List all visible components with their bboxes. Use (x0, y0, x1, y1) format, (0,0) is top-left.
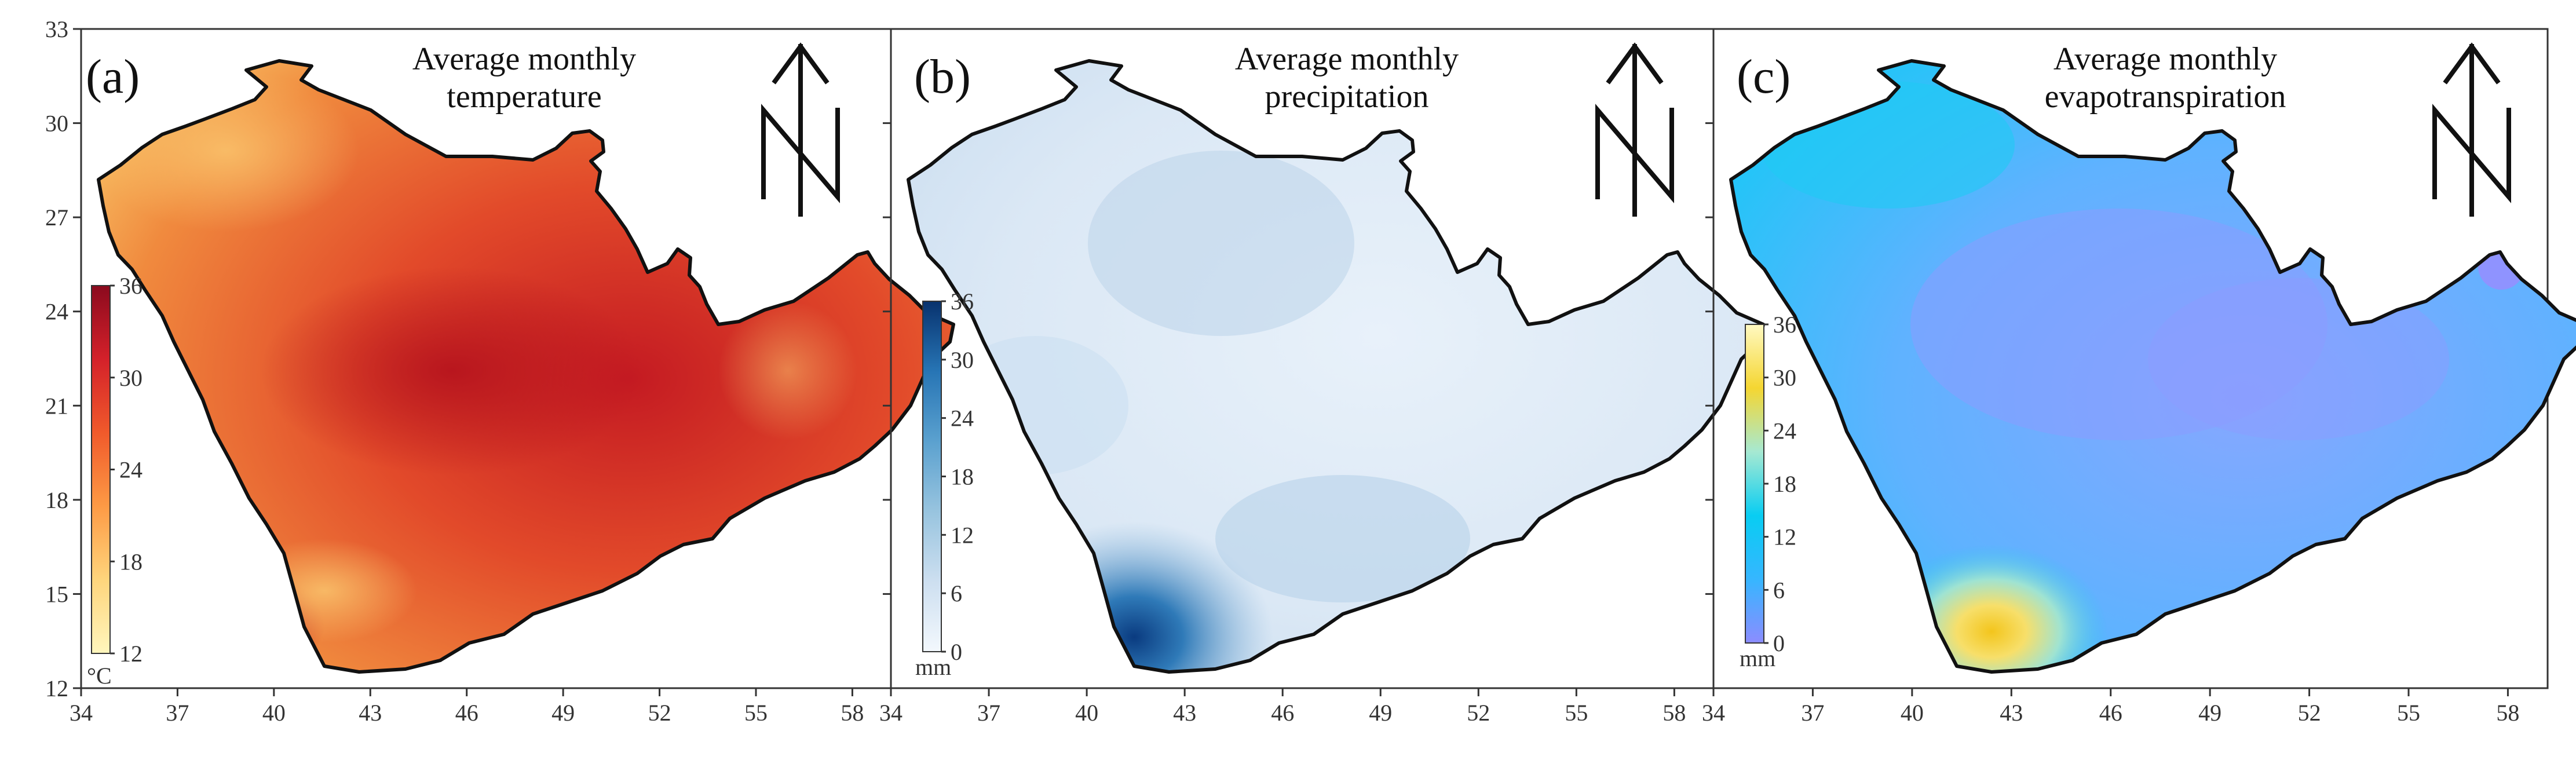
lat-tick-label: 15 (45, 581, 68, 607)
panel-title-a-line1: Average monthly (412, 41, 636, 77)
colorbar-tick-label: 24 (1773, 418, 1796, 444)
colorbar-b: 36 30 24 18 12 6 0 mm (915, 288, 974, 680)
colorbar-b-unit: mm (915, 654, 951, 680)
lon-tick-label: 49 (2198, 700, 2221, 726)
colorbar-tick-label: 18 (951, 464, 974, 490)
colorbar-tick-label: 24 (119, 457, 142, 483)
lon-tick-label: 34 (70, 700, 93, 726)
colorbar-tick-label: 30 (1773, 365, 1796, 391)
colorbar-tick-label: 18 (1773, 471, 1796, 497)
colorbar-c-unit: mm (1740, 645, 1775, 671)
lon-tick-label: 55 (1565, 700, 1588, 726)
lat-tick-label: 21 (45, 393, 68, 419)
colorbar-tick-label: 0 (1773, 630, 1785, 656)
lon-tick-label: 52 (2298, 700, 2321, 726)
lon-tick-label: 55 (2397, 700, 2420, 726)
lon-tick-label: 43 (1173, 700, 1196, 726)
lon-tick-label: 37 (1801, 700, 1824, 726)
colorbar-tick-label: 12 (119, 641, 142, 667)
colorbar-c-ticks: 36 30 24 18 12 6 0 (1764, 312, 1796, 656)
lon-tick-label: 58 (841, 700, 864, 726)
temperature-map (93, 61, 953, 678)
lat-tick-label: 12 (45, 675, 68, 701)
panel-c: (c) Average monthly evapotranspiration 3… (1712, 28, 2576, 718)
lon-tick-label: 46 (1271, 700, 1294, 726)
colorbar-tick-label: 30 (119, 365, 142, 391)
lat-tick-label: 33 (45, 16, 68, 42)
colorbar-b-ticks: 36 30 24 18 12 6 0 (941, 288, 974, 665)
colorbar-tick-label: 12 (1773, 524, 1796, 550)
lon-tick-label: 58 (1662, 700, 1686, 726)
lat-tick-label: 27 (45, 204, 68, 231)
panel-title-b-line2: precipitation (1265, 79, 1428, 115)
lon-tick-label: 37 (977, 700, 1000, 726)
panel-title-b-line1: Average monthly (1235, 41, 1459, 77)
lon-tick-label: 46 (2099, 700, 2122, 726)
lat-tick-label: 24 (45, 299, 68, 325)
colorbar-tick-label: 6 (1773, 577, 1785, 603)
lon-tick-label: 49 (1369, 700, 1392, 726)
lon-tick-label: 40 (1075, 700, 1098, 726)
lon-tick-label: 43 (2000, 700, 2023, 726)
lat-tick-label: 30 (45, 111, 68, 137)
colorbar-tick-label: 24 (951, 405, 974, 432)
colorbar-a-ticks: 36 30 24 18 12 (110, 273, 142, 667)
lon-tick-label: 34 (1702, 700, 1725, 726)
lon-tick-label: 52 (1467, 700, 1490, 726)
colorbar-tick-label: 36 (951, 288, 974, 315)
panel-title-a-line2: temperature (447, 79, 601, 115)
panel-a: (a) Average monthly temperature 36 30 24 18… (80, 28, 953, 689)
colorbar-a-unit: °C (87, 663, 112, 689)
lon-tick-label: 43 (359, 700, 382, 726)
panel-b: (b) Average monthly precipitation 36 30 24… (890, 28, 1763, 689)
lon-tick-label: 55 (744, 700, 768, 726)
lon-tick-label: 40 (1901, 700, 1924, 726)
lon-tick-label: 40 (262, 700, 286, 726)
panel-letter-c: (c) (1737, 50, 1791, 104)
panel-letter-a: (a) (86, 50, 140, 104)
north-arrow-icon (2432, 42, 2511, 217)
colorbar-tick-label: 36 (1773, 312, 1796, 338)
north-arrow-icon (761, 42, 840, 217)
lon-tick-label: 52 (648, 700, 671, 726)
colorbar-a: 36 30 24 18 12 °C (87, 273, 142, 689)
evapotranspiration-map (1731, 61, 2576, 718)
lon-tick-label: 34 (879, 700, 902, 726)
colorbar-tick-label: 0 (951, 639, 962, 665)
lon-tick-label: 46 (455, 700, 478, 726)
panel-title-c-line1: Average monthly (2054, 41, 2277, 77)
colorbar-tick-label: 12 (951, 522, 974, 548)
colorbar-tick-label: 18 (119, 549, 142, 575)
lon-tick-label: 37 (166, 700, 189, 726)
lon-tick-label: 49 (551, 700, 575, 726)
colorbar-tick-label: 36 (119, 273, 142, 299)
panel-letter-b: (b) (914, 50, 971, 104)
colorbar-tick-label: 6 (951, 580, 962, 606)
panel-title-c-line2: evapotranspiration (2045, 79, 2286, 115)
north-arrow-icon (1595, 42, 1674, 217)
lon-tick-label: 58 (2496, 700, 2519, 726)
colorbar-c: 36 30 24 18 12 6 0 mm (1740, 312, 1796, 671)
colorbar-tick-label: 30 (951, 347, 974, 373)
lat-tick-label: 18 (45, 487, 68, 513)
